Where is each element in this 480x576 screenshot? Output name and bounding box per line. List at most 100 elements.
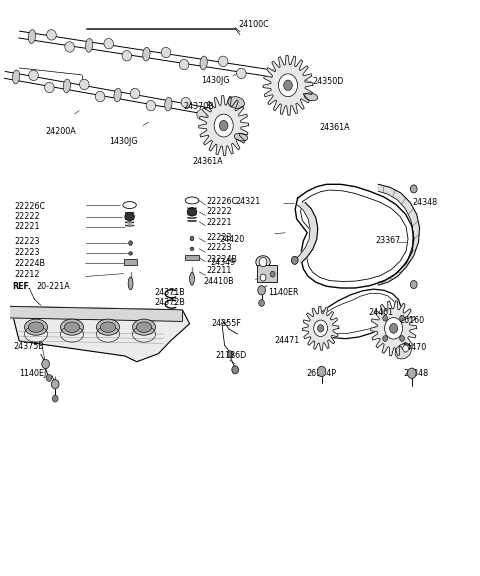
Text: 24370B: 24370B — [183, 102, 214, 111]
Circle shape — [284, 80, 292, 90]
Circle shape — [291, 256, 298, 264]
Ellipse shape — [185, 197, 199, 204]
Circle shape — [410, 281, 417, 289]
Ellipse shape — [80, 79, 89, 90]
Ellipse shape — [234, 133, 248, 141]
Text: 1430JG: 1430JG — [109, 137, 138, 146]
Text: 24348: 24348 — [403, 369, 428, 378]
Text: 22222: 22222 — [14, 212, 40, 221]
Circle shape — [228, 351, 233, 358]
Ellipse shape — [60, 319, 84, 335]
Ellipse shape — [85, 39, 93, 52]
Text: 24420: 24420 — [220, 234, 245, 244]
Circle shape — [232, 366, 239, 374]
Ellipse shape — [96, 92, 105, 102]
Ellipse shape — [129, 252, 132, 255]
Text: 24350D: 24350D — [312, 77, 343, 86]
Text: 22226C: 22226C — [206, 197, 238, 206]
Text: 22226C: 22226C — [14, 202, 46, 211]
Ellipse shape — [128, 277, 133, 290]
Ellipse shape — [63, 79, 71, 93]
Ellipse shape — [165, 97, 172, 111]
Text: 1140ER: 1140ER — [268, 288, 299, 297]
Text: 24100C: 24100C — [239, 20, 269, 29]
Text: 24461: 24461 — [369, 308, 394, 317]
Ellipse shape — [122, 51, 132, 61]
Text: 26160: 26160 — [399, 316, 424, 325]
Text: 22224B: 22224B — [14, 259, 46, 268]
Ellipse shape — [123, 202, 136, 209]
Circle shape — [52, 395, 58, 402]
Text: 22221: 22221 — [206, 218, 232, 227]
Ellipse shape — [161, 47, 171, 58]
Text: 22223: 22223 — [206, 243, 232, 252]
Ellipse shape — [64, 322, 80, 332]
Circle shape — [383, 315, 387, 321]
Ellipse shape — [304, 93, 318, 101]
Bar — [257, 265, 277, 282]
Ellipse shape — [190, 247, 194, 251]
Text: 21186D: 21186D — [215, 351, 246, 361]
Polygon shape — [199, 96, 249, 156]
Ellipse shape — [197, 109, 206, 120]
Text: 22222: 22222 — [206, 207, 232, 217]
Bar — [124, 259, 137, 265]
Ellipse shape — [104, 39, 114, 49]
Text: 24349: 24349 — [210, 257, 236, 267]
Circle shape — [390, 324, 397, 333]
Text: 24410B: 24410B — [204, 276, 234, 286]
Circle shape — [219, 120, 228, 131]
Circle shape — [314, 320, 327, 336]
Text: 22223: 22223 — [14, 248, 40, 257]
Text: 24375B: 24375B — [13, 342, 44, 351]
Text: 24200A: 24200A — [46, 127, 76, 136]
Text: 24372B: 24372B — [155, 298, 185, 308]
Ellipse shape — [136, 322, 152, 332]
Text: 24471: 24471 — [275, 336, 300, 346]
Ellipse shape — [179, 59, 189, 70]
Circle shape — [214, 114, 233, 137]
Circle shape — [400, 315, 405, 321]
Text: 26174P: 26174P — [306, 369, 336, 378]
Ellipse shape — [100, 322, 116, 332]
Ellipse shape — [190, 272, 194, 285]
Bar — [185, 255, 199, 260]
Circle shape — [400, 336, 405, 342]
Ellipse shape — [65, 42, 74, 52]
Polygon shape — [378, 184, 420, 285]
Ellipse shape — [28, 29, 36, 43]
Text: 1140EJ: 1140EJ — [19, 369, 47, 378]
Ellipse shape — [143, 47, 150, 61]
Polygon shape — [371, 301, 417, 356]
Ellipse shape — [187, 208, 197, 216]
Circle shape — [318, 325, 324, 332]
Text: 22211: 22211 — [206, 266, 232, 275]
Text: 24470: 24470 — [401, 343, 427, 353]
Ellipse shape — [47, 30, 56, 40]
Ellipse shape — [28, 322, 44, 332]
Ellipse shape — [237, 68, 246, 78]
Text: 23367: 23367 — [375, 236, 401, 245]
Ellipse shape — [256, 256, 270, 268]
Text: REF.: REF. — [12, 282, 31, 291]
Text: 22223: 22223 — [206, 233, 232, 242]
Circle shape — [410, 185, 417, 193]
Text: 22212: 22212 — [14, 270, 40, 279]
Ellipse shape — [200, 56, 207, 70]
Text: 24361A: 24361A — [192, 157, 223, 166]
Circle shape — [51, 380, 59, 389]
Ellipse shape — [218, 56, 228, 66]
Polygon shape — [295, 203, 318, 263]
Text: 20-221A: 20-221A — [36, 282, 70, 291]
Text: 22221: 22221 — [14, 222, 40, 232]
Polygon shape — [263, 55, 313, 115]
Circle shape — [259, 300, 264, 306]
Ellipse shape — [228, 97, 244, 108]
Text: 1430JG: 1430JG — [202, 76, 230, 85]
Ellipse shape — [24, 319, 48, 335]
Text: 24355F: 24355F — [211, 319, 241, 328]
Ellipse shape — [12, 70, 20, 84]
Circle shape — [408, 368, 416, 378]
Circle shape — [383, 336, 387, 342]
Polygon shape — [11, 306, 190, 362]
